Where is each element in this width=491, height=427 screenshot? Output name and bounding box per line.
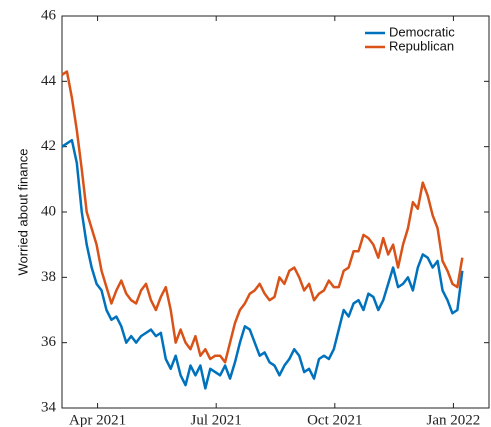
y-tick-label: 40 — [41, 203, 56, 219]
y-tick-label: 38 — [41, 269, 56, 285]
y-tick-label: 34 — [41, 399, 57, 415]
y-tick-label: 42 — [41, 138, 56, 154]
series-line — [61, 70, 464, 364]
x-tick-label: Jul 2021 — [191, 412, 242, 427]
y-axis-label: Worried about finance — [15, 149, 30, 276]
series-line — [61, 138, 464, 390]
legend-label: Democratic — [389, 24, 455, 39]
x-tick-label: Jan 2022 — [427, 412, 481, 427]
plot-frame — [61, 15, 490, 409]
y-tick-label: 36 — [41, 334, 57, 350]
x-tick-label: Oct 2021 — [307, 412, 362, 427]
y-tick-label: 44 — [41, 73, 57, 89]
x-tick-label: Apr 2021 — [69, 412, 126, 427]
legend-label: Republican — [389, 38, 454, 53]
y-tick-label: 46 — [41, 7, 57, 23]
